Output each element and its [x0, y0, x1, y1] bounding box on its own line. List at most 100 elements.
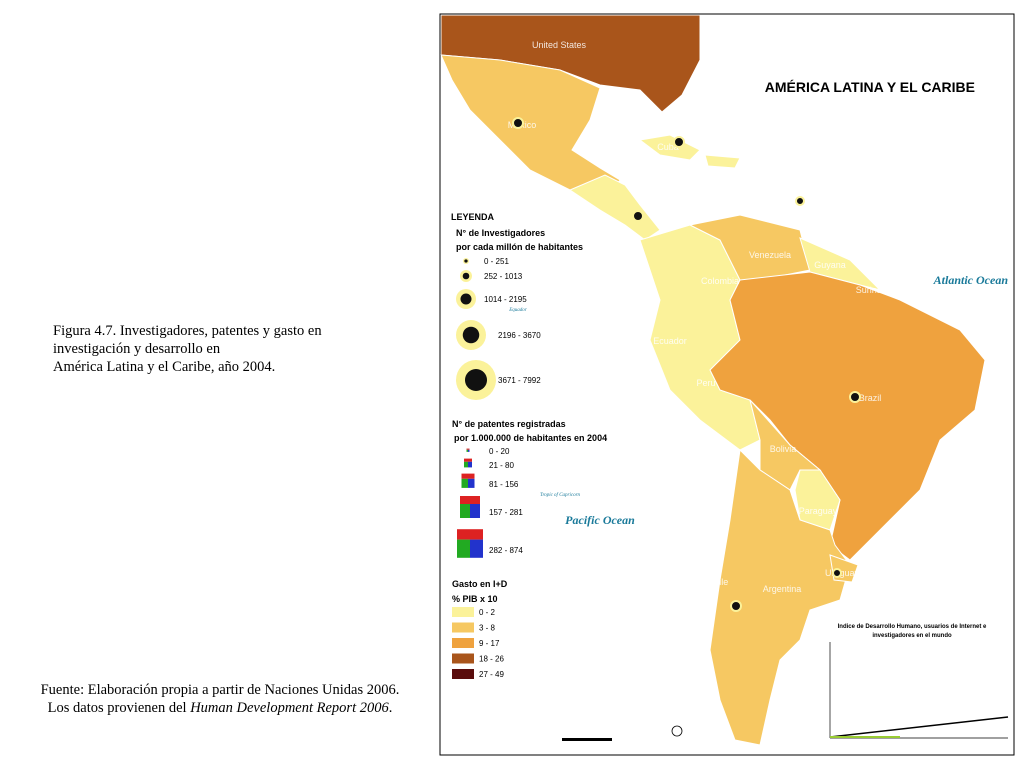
legend-swatch [452, 607, 474, 617]
legend-symbol [461, 478, 468, 488]
country-label: Bolivia [770, 444, 797, 454]
scale-bar [562, 738, 612, 741]
legend-label: 21 - 80 [489, 461, 514, 470]
map-icons [512, 117, 861, 612]
legend-label: 27 - 49 [479, 670, 504, 679]
legend-label: 0 - 2 [479, 608, 496, 617]
legend-title: LEYENDA [451, 212, 495, 222]
country-label: Suriname [856, 285, 895, 295]
country-label: Brazil [859, 393, 882, 403]
legend-label: 0 - 251 [484, 257, 509, 266]
inset-title: Indice de Desarrollo Humano, usuarios de… [838, 624, 987, 630]
legend-label: 3 - 8 [479, 624, 496, 633]
country-label: Jamaica [673, 163, 707, 173]
legend-label: 282 - 874 [489, 546, 523, 555]
country-label: Ecuador [653, 336, 687, 346]
legend-label: 1014 - 2195 [484, 295, 527, 304]
legend-label: 157 - 281 [489, 508, 523, 517]
legend-symbol [462, 272, 470, 280]
legend-swatch [452, 653, 474, 664]
legend-heading: Gasto en I+D [452, 579, 508, 589]
legend-symbol [457, 529, 483, 540]
map-icon [730, 600, 742, 612]
legend-symbol [464, 259, 468, 263]
map-title: AMÉRICA LATINA Y EL CARIBE [765, 79, 975, 95]
legend-symbol [462, 326, 480, 344]
legend-symbol [460, 293, 472, 305]
legend-swatch [452, 622, 474, 633]
source-line: Fuente: Elaboración propia a partir de N… [41, 682, 400, 698]
legend-symbol [464, 458, 472, 462]
region [799, 237, 882, 291]
legend-symbol [470, 539, 483, 558]
map-icon [795, 196, 805, 206]
legend-symbol [457, 539, 470, 558]
country-label: Venezuela [749, 250, 791, 260]
region [638, 134, 701, 161]
country-label: Argentina [763, 584, 802, 594]
caption-line: América Latina y el Caribe, año 2004. [53, 359, 275, 375]
map-icon [849, 391, 861, 403]
legend-label: 81 - 156 [489, 480, 519, 489]
legend-heading: por cada millón de habitantes [456, 242, 583, 252]
legend-label: 2196 - 3670 [498, 331, 541, 340]
region [704, 154, 741, 169]
source-line: Los datos provienen del Human Developmen… [48, 700, 393, 716]
legend-symbol [461, 473, 475, 479]
legend-label: 3671 - 7992 [498, 376, 541, 385]
inset-chart: Indice de Desarrollo Humano, usuarios de… [829, 624, 1009, 739]
legend-symbol [468, 461, 472, 468]
region [568, 174, 661, 241]
map-line-label: Tropic of Capricorn [540, 493, 581, 498]
legend-swatch [452, 669, 474, 679]
legend-label: 18 - 26 [479, 655, 504, 664]
legend-symbol [466, 449, 468, 452]
legend-symbol [460, 496, 480, 504]
legend-label: 252 - 1013 [484, 272, 523, 281]
country-label: Colombia [701, 276, 739, 286]
legend-symbol [468, 478, 475, 488]
map-icon [632, 210, 644, 222]
legend-heading: N° de Investigadores [456, 228, 545, 238]
caption-line: Figura 4.7. Investigadores, patentes y g… [53, 323, 322, 339]
inset-title: investigadores en el mundo [872, 633, 952, 639]
source-text: Los datos provienen del [48, 700, 191, 716]
caption-line: investigación y desarrollo en [53, 341, 221, 357]
legend-symbol [468, 449, 470, 452]
compass [671, 725, 683, 737]
source-text: . [389, 700, 393, 716]
legend-symbol [464, 461, 468, 468]
inset-trend [829, 716, 1009, 738]
legend: LEYENDA N° de Investigadores por cada mi… [451, 212, 607, 679]
country-label: Paraguay [799, 506, 838, 516]
legend-symbol [470, 504, 480, 518]
ocean-label: Pacific Ocean [565, 513, 635, 527]
region [440, 54, 621, 201]
map-icon [512, 117, 524, 129]
source-italic: Human Development Report 2006 [189, 700, 389, 716]
country-label: United States [532, 40, 587, 50]
region [749, 399, 822, 491]
legend-symbol [466, 448, 470, 450]
legend-heading: N° de patentes registradas [452, 419, 566, 429]
country-label: Bermuda [760, 50, 797, 60]
legend-symbol [460, 504, 470, 518]
legend-swatch [452, 638, 474, 648]
map: AMÉRICA LATINA Y EL CARIBE Atlantic Ocea… [439, 13, 1015, 756]
legend-symbol [465, 369, 487, 391]
map-line-label: Equador [508, 308, 527, 313]
ocean-label: Atlantic Ocean [933, 273, 1009, 287]
country-label: Uruguay [825, 568, 860, 578]
map-icon [832, 568, 842, 578]
country-label: Cuba [657, 142, 679, 152]
country-label: Chile [708, 577, 729, 587]
country-label: Guyana [814, 260, 846, 270]
country-label: Peru [696, 378, 715, 388]
legend-heading: % PIB x 10 [452, 594, 498, 604]
map-icon [673, 136, 685, 148]
legend-heading: por 1.000.000 de habitantes en 2004 [454, 433, 607, 443]
legend-label: 9 - 17 [479, 639, 500, 648]
legend-label: 0 - 20 [489, 447, 510, 456]
